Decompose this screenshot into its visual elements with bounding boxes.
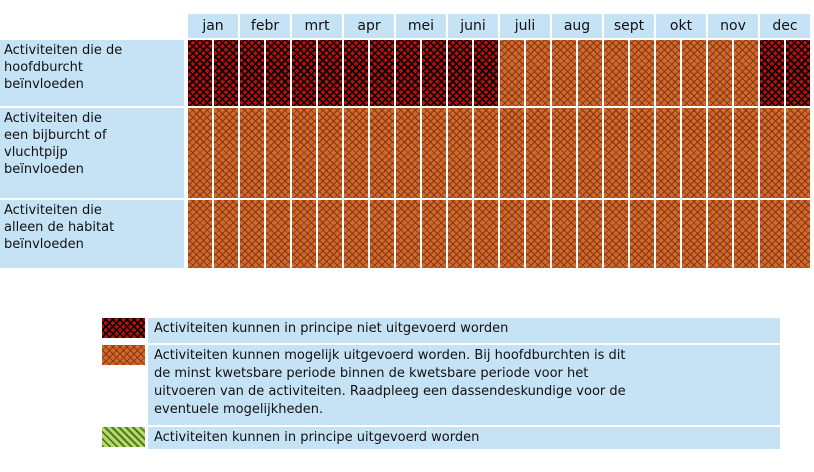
period-cell <box>604 40 628 106</box>
period-cell <box>188 108 212 198</box>
period-cell <box>344 108 368 198</box>
period-cell <box>578 108 602 198</box>
legend-swatch <box>102 427 145 447</box>
row-label: Activiteiten die een bijburcht of vlucht… <box>0 108 184 198</box>
period-cell <box>500 40 524 106</box>
legend-swatch <box>102 345 145 365</box>
period-cell <box>526 108 550 198</box>
period-cell <box>292 108 316 198</box>
period-cell <box>474 200 498 268</box>
period-cell <box>656 40 680 106</box>
period-cell <box>526 200 550 268</box>
period-cell <box>240 200 264 268</box>
period-cell <box>786 108 810 198</box>
period-cell <box>630 108 654 198</box>
period-cell <box>760 40 784 106</box>
period-cell <box>760 200 784 268</box>
period-cell <box>500 200 524 268</box>
period-cell <box>786 200 810 268</box>
period-cell <box>682 108 706 198</box>
period-cell <box>214 108 238 198</box>
period-cell <box>630 200 654 268</box>
period-cell <box>786 40 810 106</box>
period-cell <box>292 40 316 106</box>
period-cell <box>448 40 472 106</box>
period-cell <box>448 108 472 198</box>
period-cell <box>682 40 706 106</box>
month-header: nov <box>708 14 758 38</box>
period-cell <box>214 40 238 106</box>
legend-text: Activiteiten kunnen mogelijk uitgevoerd … <box>148 345 780 425</box>
period-cell <box>266 200 290 268</box>
period-cell <box>240 40 264 106</box>
period-cell <box>734 108 758 198</box>
period-cell <box>396 200 420 268</box>
period-cell <box>474 108 498 198</box>
period-cell <box>708 40 732 106</box>
period-cell <box>292 200 316 268</box>
period-cell <box>344 40 368 106</box>
period-cell <box>422 40 446 106</box>
month-header: mei <box>396 14 446 38</box>
period-cell <box>682 200 706 268</box>
period-cell <box>188 200 212 268</box>
period-cell <box>370 108 394 198</box>
period-cell <box>240 108 264 198</box>
month-header: febr <box>240 14 290 38</box>
period-cell <box>370 200 394 268</box>
period-cell <box>266 108 290 198</box>
legend-text: Activiteiten kunnen in principe uitgevoe… <box>148 427 780 449</box>
period-cell <box>188 40 212 106</box>
period-cell <box>526 40 550 106</box>
legend-text: Activiteiten kunnen in principe niet uit… <box>148 318 780 343</box>
period-cell <box>604 108 628 198</box>
legend-swatch <box>102 318 145 338</box>
period-cell <box>422 200 446 268</box>
period-cell <box>396 40 420 106</box>
month-header: mrt <box>292 14 342 38</box>
month-header: aug <box>552 14 602 38</box>
period-cell <box>500 108 524 198</box>
period-cell <box>318 108 342 198</box>
period-cell <box>370 40 394 106</box>
period-cell <box>630 40 654 106</box>
period-cell <box>604 200 628 268</box>
period-cell <box>344 200 368 268</box>
period-cell <box>448 200 472 268</box>
month-header: jan <box>188 14 238 38</box>
month-header: okt <box>656 14 706 38</box>
period-cell <box>214 200 238 268</box>
month-header: juli <box>500 14 550 38</box>
period-cell <box>552 40 576 106</box>
period-cell <box>708 108 732 198</box>
period-cell <box>474 40 498 106</box>
period-cell <box>708 200 732 268</box>
period-cell <box>656 200 680 268</box>
row-label: Activiteiten die alleen de habitat beïnv… <box>0 200 184 268</box>
period-cell <box>656 108 680 198</box>
period-cell <box>552 108 576 198</box>
period-cell <box>578 200 602 268</box>
period-cell <box>552 200 576 268</box>
month-header: dec <box>760 14 810 38</box>
month-header: juni <box>448 14 498 38</box>
period-cell <box>266 40 290 106</box>
month-header: apr <box>344 14 394 38</box>
row-label: Activiteiten die de hoofdburcht beïnvloe… <box>0 40 184 106</box>
period-cell <box>422 108 446 198</box>
month-header: sept <box>604 14 654 38</box>
period-cell <box>318 200 342 268</box>
period-cell <box>318 40 342 106</box>
period-cell <box>734 40 758 106</box>
period-cell <box>734 200 758 268</box>
period-cell <box>760 108 784 198</box>
period-cell <box>396 108 420 198</box>
period-cell <box>578 40 602 106</box>
